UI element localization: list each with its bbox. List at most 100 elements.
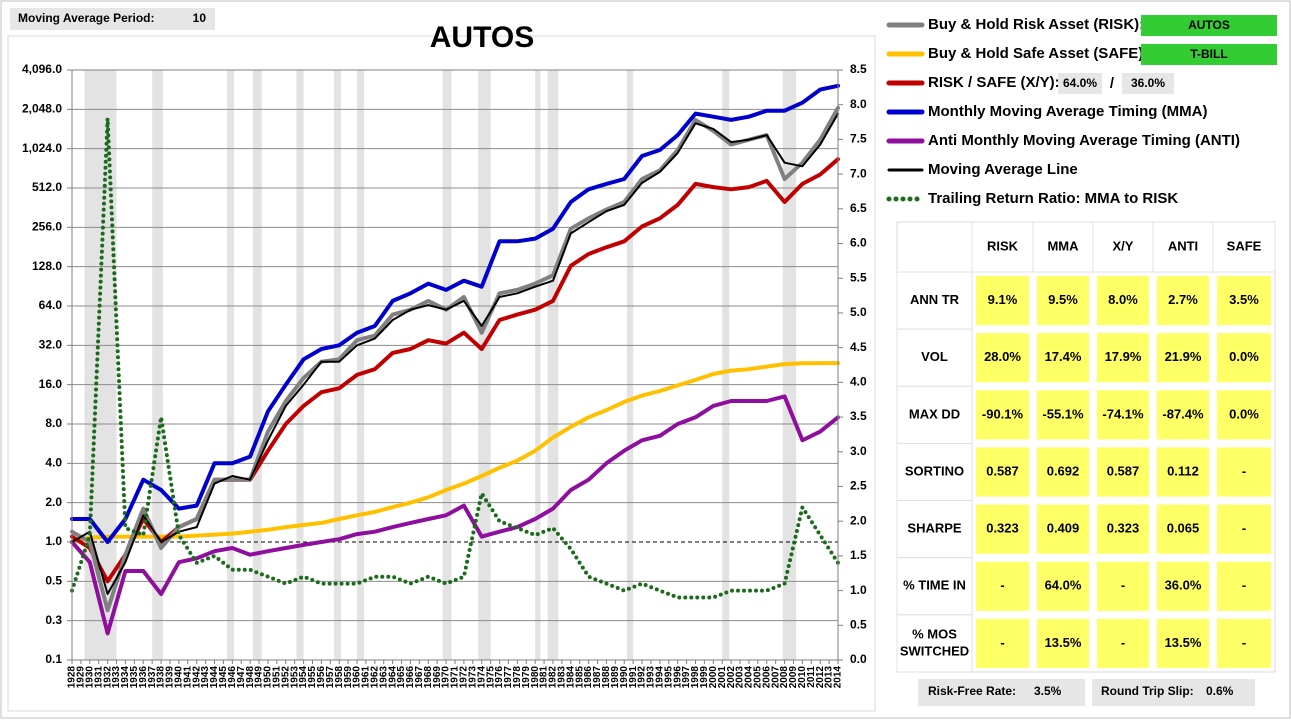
cell-value: -55.1% xyxy=(1042,406,1084,421)
shaded-period xyxy=(626,70,634,660)
value-cell xyxy=(1157,561,1209,611)
series-line xyxy=(71,112,839,595)
x-tick-label: 1996 xyxy=(672,666,683,689)
y2-tick-label: 1.5 xyxy=(850,548,867,562)
plot-frame xyxy=(71,69,839,661)
column-header: MMA xyxy=(1047,238,1079,253)
x-tick-label: 1985 xyxy=(574,666,585,689)
x-tick-label: 1993 xyxy=(646,666,657,689)
cell-value: 0.323 xyxy=(1107,521,1140,536)
x-tick-label: 2009 xyxy=(788,666,799,689)
x-tick-label: 1928 xyxy=(67,666,78,689)
x-tick-label: 2004 xyxy=(744,666,755,689)
y2-tick-label: 4.5 xyxy=(850,340,867,354)
risk-free-box xyxy=(918,679,1085,706)
cell-value: 17.9% xyxy=(1105,349,1142,364)
x-tick-label: 1942 xyxy=(191,666,202,689)
x-tick-label: 1938 xyxy=(156,666,167,689)
x-tick-label: 1997 xyxy=(681,666,692,689)
row-label-cell xyxy=(896,557,973,616)
x-tick-label: 1978 xyxy=(512,666,523,689)
value-cell xyxy=(1217,618,1271,668)
x-tick-label: 2003 xyxy=(735,666,746,689)
cell-value: 0.112 xyxy=(1167,463,1199,478)
value-cell xyxy=(1037,333,1089,383)
row-label: VOL xyxy=(921,349,948,364)
shaded-period xyxy=(722,70,730,660)
row-label: MAX DD xyxy=(909,406,960,421)
shaded-period xyxy=(547,70,559,660)
value-cell xyxy=(1037,447,1089,497)
y-tick-label: 2,048.0 xyxy=(22,102,62,116)
legend-label: Anti Monthly Moving Average Timing (ANTI… xyxy=(928,132,1240,149)
row-label-cell xyxy=(896,442,973,502)
legend-label: Buy & Hold Safe Asset (SAFE): xyxy=(928,45,1148,62)
safe-weight-box xyxy=(1122,73,1174,94)
x-tick-label: 1975 xyxy=(485,666,496,689)
series-line xyxy=(70,83,840,544)
x-tick-label: 1969 xyxy=(432,666,443,689)
cell-value: 0.0% xyxy=(1229,349,1259,364)
value-cell xyxy=(1217,447,1271,497)
cell-value: 3.5% xyxy=(1229,292,1259,307)
row-label: SORTINO xyxy=(905,463,964,478)
value-cell xyxy=(1097,390,1149,440)
x-tick-label: 1971 xyxy=(450,666,461,689)
x-tick-label: 1941 xyxy=(182,666,193,689)
y2-tick-label: 8.5 xyxy=(850,62,867,76)
x-tick-label: 1945 xyxy=(218,666,229,689)
x-tick-label: 1974 xyxy=(476,666,487,689)
row-label: ANN TR xyxy=(910,292,960,307)
y-tick-label: 256.0 xyxy=(32,220,62,234)
cell-value: 17.4% xyxy=(1045,349,1082,364)
x-tick-label: 1957 xyxy=(325,666,336,689)
cell-value: 13.5% xyxy=(1045,635,1082,650)
cell-value: 2.7% xyxy=(1168,292,1198,307)
cell-value: 9.5% xyxy=(1048,292,1078,307)
safe-asset-box xyxy=(1141,44,1277,65)
cell-value: 0.065 xyxy=(1167,521,1200,536)
header-cell xyxy=(1212,221,1276,273)
x-tick-label: 1976 xyxy=(494,666,505,689)
legend-label: RISK / SAFE (X/Y): xyxy=(928,74,1060,91)
x-tick-label: 1977 xyxy=(503,666,514,689)
row-label: % MOS SWITCHED xyxy=(900,627,969,659)
x-tick-label: 1947 xyxy=(236,666,247,689)
risk-free-label: Risk-Free Rate: xyxy=(928,684,1016,698)
legend-label: Monthly Moving Average Timing (MMA) xyxy=(928,103,1207,120)
x-tick-label: 1980 xyxy=(530,666,541,689)
value-cell xyxy=(1217,504,1271,554)
value-cell xyxy=(1157,618,1209,668)
x-tick-label: 1967 xyxy=(414,666,425,689)
header-cell xyxy=(1152,221,1214,273)
x-tick-label: 1987 xyxy=(592,666,603,689)
x-tick-label: 1966 xyxy=(405,666,416,689)
value-cell xyxy=(1217,390,1271,440)
x-tick-label: 2013 xyxy=(824,666,835,689)
row-label-line: SWITCHED xyxy=(900,644,969,659)
value-cell xyxy=(976,390,1029,440)
y2-tick-label: 3.0 xyxy=(850,444,867,458)
slip-box xyxy=(1092,679,1255,706)
x-tick-label: 2006 xyxy=(761,666,772,689)
series-line xyxy=(70,105,840,613)
y-tick-label: 4,096.0 xyxy=(22,62,62,76)
x-tick-label: 1934 xyxy=(120,666,131,689)
column-header: SAFE xyxy=(1227,238,1262,253)
y2-tick-label: 7.0 xyxy=(850,166,867,180)
series-line xyxy=(70,394,840,636)
period-value: 10 xyxy=(193,11,207,25)
value-cell xyxy=(1217,561,1271,611)
y2-tick-label: 8.0 xyxy=(850,97,867,111)
y-tick-label: 16.0 xyxy=(39,377,63,391)
x-tick-label: 1990 xyxy=(619,666,630,689)
y2-tick-label: 5.5 xyxy=(850,270,867,284)
value-cell xyxy=(976,561,1029,611)
x-tick-label: 1962 xyxy=(369,666,380,689)
column-header: X/Y xyxy=(1113,238,1134,253)
risk-asset: AUTOS xyxy=(1188,18,1230,32)
x-tick-label: 1946 xyxy=(227,666,238,689)
shaded-period xyxy=(252,70,262,660)
weight-separator: / xyxy=(1110,75,1115,92)
